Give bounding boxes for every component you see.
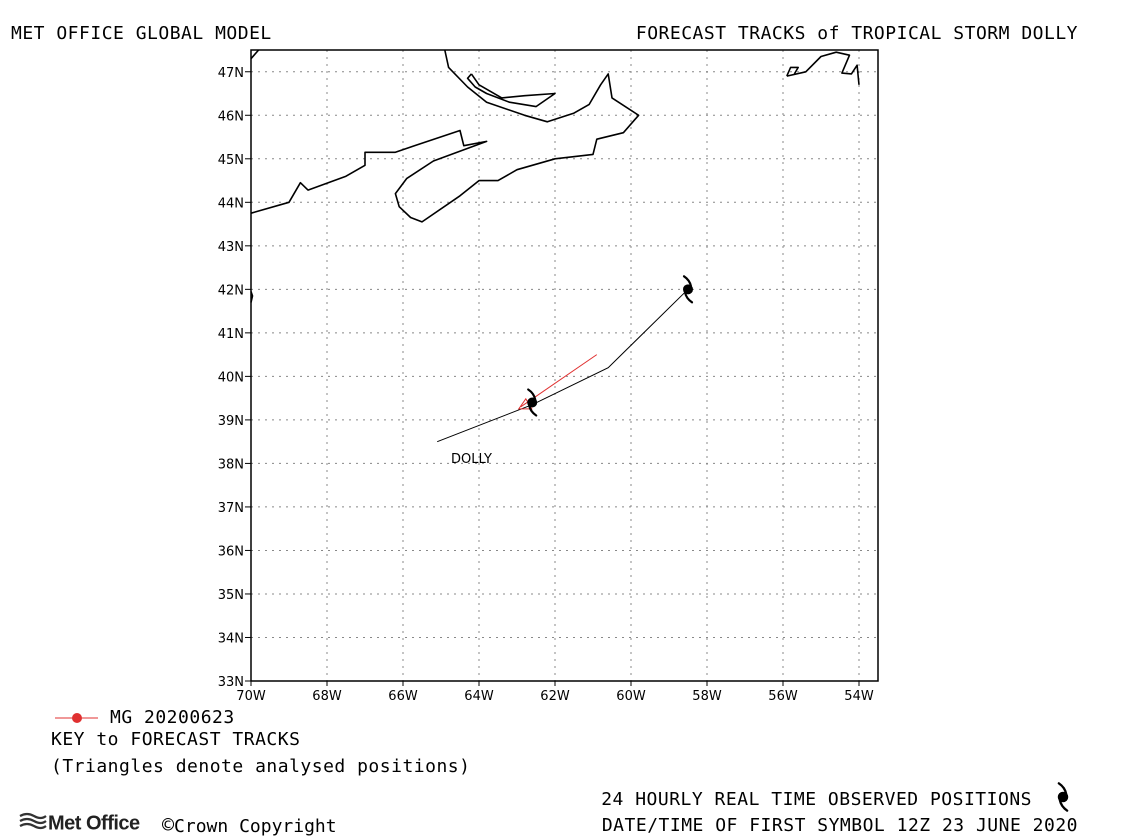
lat-tick-label: 41N <box>218 327 244 342</box>
lat-tick-label: 37N <box>218 501 244 516</box>
legend-model-entry: MG 20200623 <box>110 707 235 728</box>
copyright-text: Crown Copyright <box>174 816 337 837</box>
lon-tick-label: 60W <box>616 689 646 704</box>
header-left-title: MET OFFICE GLOBAL MODEL <box>11 23 272 44</box>
lat-tick-label: 46N <box>218 109 244 124</box>
crown-copyright: ©Crown Copyright <box>162 813 337 837</box>
lat-tick-label: 47N <box>218 66 244 81</box>
header-right-title: FORECAST TRACKS of TROPICAL STORM DOLLY <box>635 23 1078 44</box>
storm-symbol-core <box>683 284 693 295</box>
observed-storm-symbol-icon <box>527 388 538 417</box>
lon-tick-label: 66W <box>388 689 418 704</box>
coastline <box>250 49 640 223</box>
map-frame <box>250 49 879 682</box>
storm-symbol-core <box>527 397 538 408</box>
lat-tick-label: 35N <box>218 588 244 603</box>
legend-key-title: KEY to FORECAST TRACKS <box>51 729 301 750</box>
coastline <box>786 51 860 85</box>
legend-model-dot <box>72 713 82 723</box>
met-office-logo-icon <box>18 812 48 836</box>
lat-tick-label: 43N <box>218 240 244 255</box>
lon-tick-label: 64W <box>464 689 494 704</box>
coastline <box>250 49 260 60</box>
legend-note: (Triangles denote analysed positions) <box>51 756 471 777</box>
lat-tick-label: 33N <box>218 675 244 690</box>
lon-tick-label: 58W <box>692 689 722 704</box>
lon-tick-label: 70W <box>236 689 266 704</box>
footer-observed-note: 24 HOURLY REAL TIME OBSERVED POSITIONS <box>601 789 1032 810</box>
coastline <box>786 66 799 77</box>
met-office-logo-text: Met Office <box>48 812 140 835</box>
lat-tick-label: 39N <box>218 414 244 429</box>
coastline <box>466 73 556 108</box>
storm-symbol-core <box>1057 791 1069 803</box>
lon-tick-label: 56W <box>768 689 798 704</box>
lat-tick-label: 34N <box>218 631 244 646</box>
observed-track-line <box>437 288 689 443</box>
lat-tick-label: 36N <box>218 544 244 559</box>
observed-storm-symbol-icon <box>682 275 694 304</box>
lon-tick-label: 54W <box>844 689 874 704</box>
lat-tick-label: 45N <box>218 153 244 168</box>
copyright-icon: © <box>162 813 175 837</box>
storm-label: DOLLY <box>451 452 492 467</box>
footer-first-symbol: DATE/TIME OF FIRST SYMBOL 12Z 23 JUNE 20… <box>601 815 1078 836</box>
lon-tick-label: 68W <box>312 689 342 704</box>
lat-tick-label: 42N <box>218 283 244 298</box>
lon-tick-label: 62W <box>540 689 570 704</box>
lat-tick-label: 40N <box>218 370 244 385</box>
lat-tick-label: 44N <box>218 196 244 211</box>
met-office-logo: Met Office <box>18 812 140 836</box>
lat-tick-label: 38N <box>218 457 244 472</box>
footer-storm-symbol-icon <box>1057 782 1069 812</box>
